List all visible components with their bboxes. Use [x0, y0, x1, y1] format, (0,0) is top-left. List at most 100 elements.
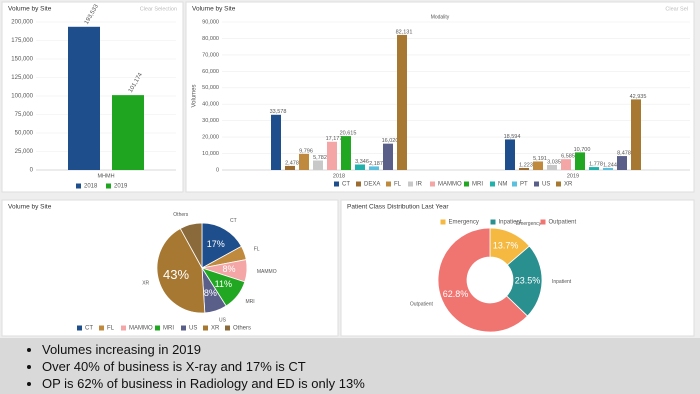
chart-subtitle: Modality [431, 14, 450, 20]
legend-swatch [386, 181, 391, 187]
data-label: 3,346 [355, 159, 369, 165]
bullet: Volumes increasing in 2019 [42, 341, 700, 358]
data-label: 16,020 [382, 138, 399, 144]
legend-label: US [542, 182, 550, 188]
slice-name: CT [230, 218, 237, 224]
y-tick-label: 10,000 [202, 151, 219, 157]
slice-name: US [219, 318, 227, 324]
legend-swatch [464, 181, 469, 187]
slice-name: Others [173, 212, 189, 218]
y-tick-label: 80,000 [202, 36, 219, 42]
data-label: 18,594 [504, 134, 521, 140]
chart-title: Patient Class Distribution Last Year [347, 204, 449, 211]
legend-label: CT [342, 182, 350, 188]
slice [437, 227, 529, 333]
legend-label: US [189, 326, 197, 332]
legend-swatch [356, 181, 361, 187]
legend-label: FL [394, 182, 402, 188]
bar [327, 141, 337, 170]
legend-swatch [534, 181, 539, 187]
data-label: 1,778 [589, 162, 603, 168]
legend-label: FL [107, 326, 115, 332]
slice-name: Outpatient [410, 302, 434, 308]
bar [547, 165, 557, 170]
bar [617, 156, 627, 170]
data-label: 23.5% [515, 275, 541, 285]
legend-label: MRI [472, 182, 483, 188]
data-label: 17% [207, 239, 225, 249]
y-tick-label: 125,000 [11, 75, 33, 81]
slice-name: FL [254, 247, 260, 253]
chart-title: Volume by Site [8, 204, 52, 211]
dashboard: Volume by Site Clear Selection 0 25,000 50,0… [1, 1, 695, 337]
y-tick-label: 150,000 [11, 57, 33, 63]
legend-label: Others [233, 326, 251, 332]
legend-swatch [99, 325, 104, 331]
data-label: 2,478 [285, 160, 299, 166]
y-tick-label: 0 [216, 167, 219, 173]
bar [68, 26, 100, 170]
y-tick-label: 30,000 [202, 118, 219, 124]
y-tick-label: 0 [30, 168, 34, 174]
data-label: 3,035 [547, 159, 561, 165]
legend-swatch [77, 325, 82, 331]
legend-swatch [408, 181, 413, 187]
x-tick-label: 2019 [567, 173, 579, 179]
data-label: 5,782 [313, 155, 327, 161]
legend-swatch [490, 181, 495, 187]
legend-label: MRI [163, 326, 174, 332]
bar [603, 167, 613, 170]
legend-label: IR [416, 182, 423, 188]
data-label: 2,187 [369, 161, 383, 167]
y-tick-label: 50,000 [15, 131, 34, 137]
y-tick-label: 60,000 [202, 69, 219, 75]
bar [369, 166, 379, 170]
bar [505, 139, 515, 170]
slice [156, 228, 206, 314]
data-label: 33,578 [270, 109, 287, 115]
legend-swatch [440, 219, 446, 225]
legend-swatch [203, 325, 208, 331]
slice [201, 222, 242, 269]
bar [271, 114, 281, 170]
legend-swatch [540, 219, 546, 225]
x-tick-label: MHMH [97, 173, 114, 179]
toolbar-button[interactable]: Clear Sel [665, 6, 688, 12]
slice-name: XR [142, 281, 149, 287]
bar [533, 161, 543, 170]
notes: Volumes increasing in 2019 Over 40% of b… [0, 338, 700, 394]
data-label: 9,796 [299, 148, 313, 154]
toolbar-button[interactable]: Clear Selection [140, 6, 177, 12]
y-tick-label: 50,000 [202, 85, 219, 91]
legend-label: MAMMO [438, 182, 462, 188]
y-tick-label: 25,000 [15, 149, 34, 155]
legend-swatch [556, 181, 561, 187]
data-label: 10,700 [574, 147, 591, 153]
x-tick-label: 2018 [333, 173, 345, 179]
legend-label: NM [498, 182, 507, 188]
bar [341, 136, 351, 170]
legend-swatch [181, 325, 186, 331]
bullet: Over 40% of business is X-ray and 17% is… [42, 358, 700, 375]
legend-swatch [155, 325, 160, 331]
y-tick-label: 40,000 [202, 102, 219, 108]
data-label: 8% [204, 288, 217, 298]
bullet-list: Volumes increasing in 2019 Over 40% of b… [0, 341, 700, 392]
chart-title: Volume by Site [8, 6, 52, 13]
bar [397, 34, 407, 171]
legend-label: 2018 [84, 184, 98, 190]
legend-label: DEXA [364, 182, 380, 188]
legend-swatch [430, 181, 435, 187]
data-label: 11% [215, 279, 232, 289]
bar [285, 165, 295, 170]
y-tick-label: 100,000 [11, 94, 33, 100]
data-label: 17,177 [326, 136, 343, 142]
y-tick-label: 90,000 [202, 19, 219, 25]
bar [589, 167, 599, 170]
bar [355, 164, 365, 170]
data-label: 8,478 [617, 151, 631, 157]
y-tick-label: 75,000 [15, 112, 34, 118]
bar [112, 95, 144, 170]
legend-swatch [490, 219, 496, 225]
